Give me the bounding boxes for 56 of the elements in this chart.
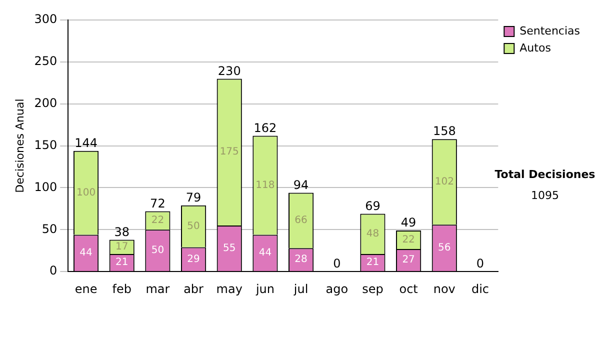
y-tick-label: 250 — [34, 54, 58, 68]
data-label: 28 — [294, 254, 308, 266]
y-axis-title: Decisiones Anual — [13, 98, 26, 193]
legend-label: Autos — [520, 41, 552, 54]
y-tick-label: 200 — [34, 96, 58, 110]
y-tick-label: 0 — [49, 264, 58, 278]
text: 1095 — [530, 189, 560, 202]
y-tick-label: 50 — [42, 222, 58, 236]
total-label: 94 — [293, 178, 309, 192]
total-label: 158 — [432, 124, 456, 138]
data-label: 22 — [402, 234, 415, 246]
total-label: 144 — [74, 136, 98, 150]
x-tick-label: jul — [292, 282, 308, 296]
data-label: 48 — [366, 228, 380, 240]
total-label: 79 — [186, 190, 202, 204]
data-label: 55 — [223, 242, 236, 254]
data-label: 29 — [187, 254, 200, 265]
data-label: 22 — [151, 215, 164, 226]
x-tick-label: ene — [74, 282, 98, 296]
x-tick-label: nov — [433, 282, 456, 296]
x-tick-label: abr — [184, 282, 204, 296]
data-label: 50 — [187, 220, 200, 232]
total-label: 230 — [218, 64, 241, 78]
data-label: 27 — [402, 254, 415, 266]
total-label: 72 — [150, 196, 166, 210]
total-label: 38 — [114, 224, 130, 239]
data-label: 175 — [220, 146, 239, 158]
x-tick-label: jun — [254, 282, 274, 296]
total-label: 49 — [400, 216, 416, 230]
x-tick-label: feb — [112, 282, 132, 296]
total-label: 69 — [365, 198, 380, 213]
data-label: 66 — [294, 215, 308, 226]
legend-label: Sentencias — [520, 24, 580, 38]
total-label: 162 — [254, 120, 277, 135]
data-label: 21 — [366, 257, 380, 268]
y-tick-label: 100 — [34, 180, 58, 194]
total-label: 0 — [476, 256, 484, 271]
data-label: 100 — [76, 187, 96, 198]
data-label: 102 — [434, 176, 454, 188]
data-label: 21 — [115, 257, 128, 268]
data-label: 50 — [151, 244, 164, 256]
data-label: 44 — [80, 247, 92, 258]
x-tick-label: may — [216, 282, 242, 296]
data-label: 44 — [258, 247, 272, 258]
x-tick-label: dic — [471, 282, 490, 296]
data-label: 17 — [115, 241, 128, 252]
x-tick-label: mar — [146, 282, 170, 296]
y-tick-label: 300 — [34, 12, 58, 26]
total-label: 0 — [333, 256, 341, 271]
data-label: 56 — [438, 242, 451, 254]
annotation: Total Decisiones — [494, 168, 596, 181]
data-label: 118 — [256, 180, 275, 191]
y-tick-label: 150 — [34, 138, 58, 152]
x-tick-label: ago — [326, 282, 348, 296]
x-tick-label: oct — [399, 282, 418, 296]
x-tick-label: sep — [362, 282, 384, 296]
